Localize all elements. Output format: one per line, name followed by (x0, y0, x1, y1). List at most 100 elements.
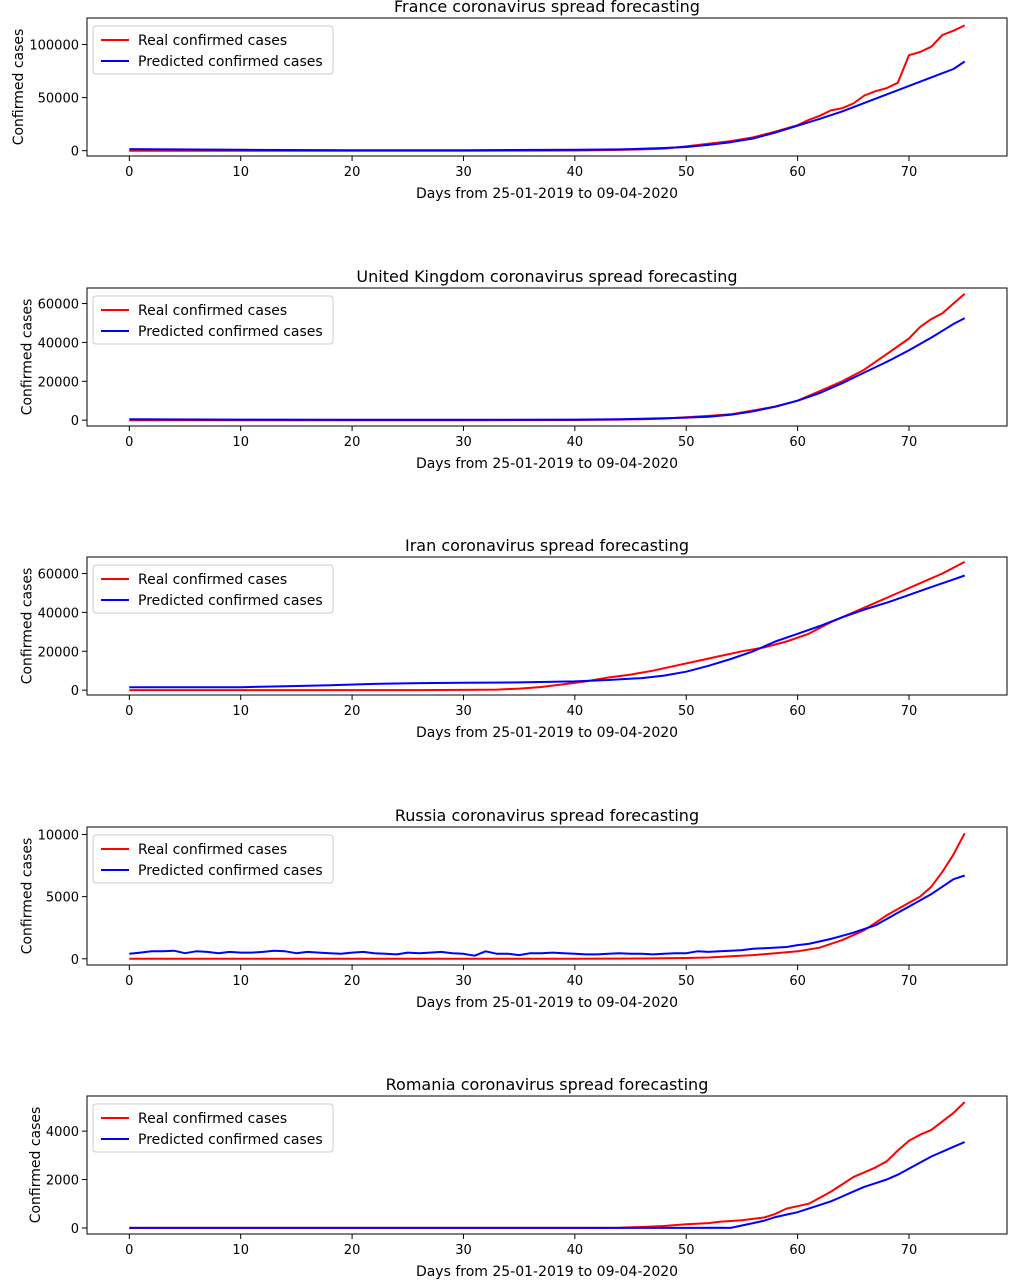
x-tick-label: 0 (125, 974, 133, 989)
series-line-0 (129, 561, 966, 692)
x-tick-label: 40 (567, 435, 584, 450)
y-tick-label: 0 (71, 1222, 79, 1237)
x-axis-label: Days from 25-01-2019 to 09-04-2020 (416, 186, 678, 202)
y-axis-label: Confirmed cases (20, 299, 36, 416)
series-line-0 (129, 832, 966, 960)
plot-frame (86, 17, 1008, 157)
legend-label: Real confirmed cases (138, 842, 287, 858)
x-tick-label: 30 (455, 974, 472, 989)
y-axis-label: Confirmed cases (11, 29, 27, 146)
y-tick-label: 20000 (38, 375, 79, 390)
x-axis-label: Days from 25-01-2019 to 09-04-2020 (416, 995, 678, 1011)
series-line-1 (129, 60, 966, 152)
chart-panel-0: France coronavirus spread forecasting 0 10… (11, 0, 1008, 202)
chart-title: Iran coronavirus spread forecasting (405, 536, 689, 555)
y-tick-label: 60000 (38, 298, 79, 313)
series-line-1 (129, 1141, 966, 1229)
x-tick-label: 60 (789, 704, 806, 719)
chart-title: Russia coronavirus spread forecasting (395, 806, 699, 825)
x-tick-label: 40 (567, 974, 584, 989)
x-tick-label: 20 (344, 974, 361, 989)
x-axis-label: Days from 25-01-2019 to 09-04-2020 (416, 1264, 678, 1280)
x-tick-label: 10 (232, 165, 249, 180)
x-tick-label: 20 (344, 1243, 361, 1258)
legend-label: Real confirmed cases (138, 33, 287, 49)
x-tick-label: 10 (232, 974, 249, 989)
chart-panel-3: Russia coronavirus spread forecasting 0 10… (20, 806, 1008, 1011)
legend-label: Real confirmed cases (138, 1111, 287, 1127)
x-tick-label: 70 (901, 1243, 918, 1258)
y-tick-label: 2000 (46, 1174, 79, 1189)
x-tick-label: 40 (567, 1243, 584, 1258)
y-tick-label: 0 (71, 414, 79, 429)
y-tick-label: 40000 (38, 606, 79, 621)
y-axis-label: Confirmed cases (28, 1107, 44, 1224)
plot-frame (86, 1095, 1008, 1235)
y-tick-label: 40000 (38, 336, 79, 351)
x-tick-label: 30 (455, 704, 472, 719)
x-axis-label: Days from 25-01-2019 to 09-04-2020 (416, 456, 678, 472)
legend: Real confirmed cases Predicted confirmed … (92, 1103, 334, 1153)
x-tick-label: 50 (678, 165, 695, 180)
legend-label: Real confirmed cases (138, 572, 287, 588)
y-tick-label: 60000 (38, 568, 79, 583)
x-tick-label: 50 (678, 435, 695, 450)
plot-frame (86, 287, 1008, 427)
x-tick-label: 20 (344, 165, 361, 180)
legend-box (92, 834, 334, 884)
x-tick-label: 60 (789, 974, 806, 989)
legend-label: Predicted confirmed cases (138, 1132, 323, 1148)
y-tick-label: 0 (71, 145, 79, 160)
x-tick-label: 50 (678, 1243, 695, 1258)
x-tick-label: 50 (678, 974, 695, 989)
y-tick-label: 20000 (38, 645, 79, 660)
x-tick-label: 30 (455, 1243, 472, 1258)
y-tick-label: 10000 (38, 828, 79, 843)
x-axis-label: Days from 25-01-2019 to 09-04-2020 (416, 725, 678, 741)
y-tick-label: 5000 (46, 891, 79, 906)
y-tick-label: 4000 (46, 1125, 79, 1140)
chart-panel-4: Romania coronavirus spread forecasting 0 1… (28, 1075, 1008, 1280)
y-tick-label: 0 (71, 684, 79, 699)
x-tick-label: 70 (901, 435, 918, 450)
chart-panel-2: Iran coronavirus spread forecasting 0 10 20… (20, 536, 1008, 741)
series-line-1 (129, 874, 966, 957)
legend-label: Predicted confirmed cases (138, 324, 323, 340)
chart-title: Romania coronavirus spread forecasting (386, 1075, 709, 1094)
legend: Real confirmed cases Predicted confirmed … (92, 25, 334, 75)
x-tick-label: 0 (125, 1243, 133, 1258)
legend-box (92, 1103, 334, 1153)
y-axis-label: Confirmed cases (20, 568, 36, 685)
series-line-1 (129, 574, 966, 689)
legend: Real confirmed cases Predicted confirmed … (92, 564, 334, 614)
chart-panel-1: United Kingdom coronavirus spread foreca… (20, 267, 1008, 472)
x-tick-label: 70 (901, 165, 918, 180)
x-tick-label: 10 (232, 1243, 249, 1258)
plot-frame (86, 556, 1008, 696)
legend-box (92, 25, 334, 75)
legend-box (92, 295, 334, 345)
legend: Real confirmed cases Predicted confirmed … (92, 834, 334, 884)
chart-title: United Kingdom coronavirus spread foreca… (356, 267, 737, 286)
legend-label: Predicted confirmed cases (138, 863, 323, 879)
x-tick-label: 40 (567, 165, 584, 180)
x-tick-label: 20 (344, 704, 361, 719)
legend-box (92, 564, 334, 614)
x-tick-label: 40 (567, 704, 584, 719)
y-tick-label: 0 (71, 953, 79, 968)
x-tick-label: 0 (125, 704, 133, 719)
legend: Real confirmed cases Predicted confirmed … (92, 295, 334, 345)
legend-label: Predicted confirmed cases (138, 54, 323, 70)
x-tick-label: 20 (344, 435, 361, 450)
x-tick-label: 30 (455, 435, 472, 450)
x-tick-label: 30 (455, 165, 472, 180)
x-tick-label: 60 (789, 435, 806, 450)
x-tick-label: 0 (125, 435, 133, 450)
y-axis-label: Confirmed cases (20, 838, 36, 955)
y-tick-label: 100000 (29, 39, 79, 54)
x-tick-label: 50 (678, 704, 695, 719)
x-tick-label: 60 (789, 1243, 806, 1258)
series-line-1 (129, 317, 966, 421)
x-tick-label: 70 (901, 974, 918, 989)
